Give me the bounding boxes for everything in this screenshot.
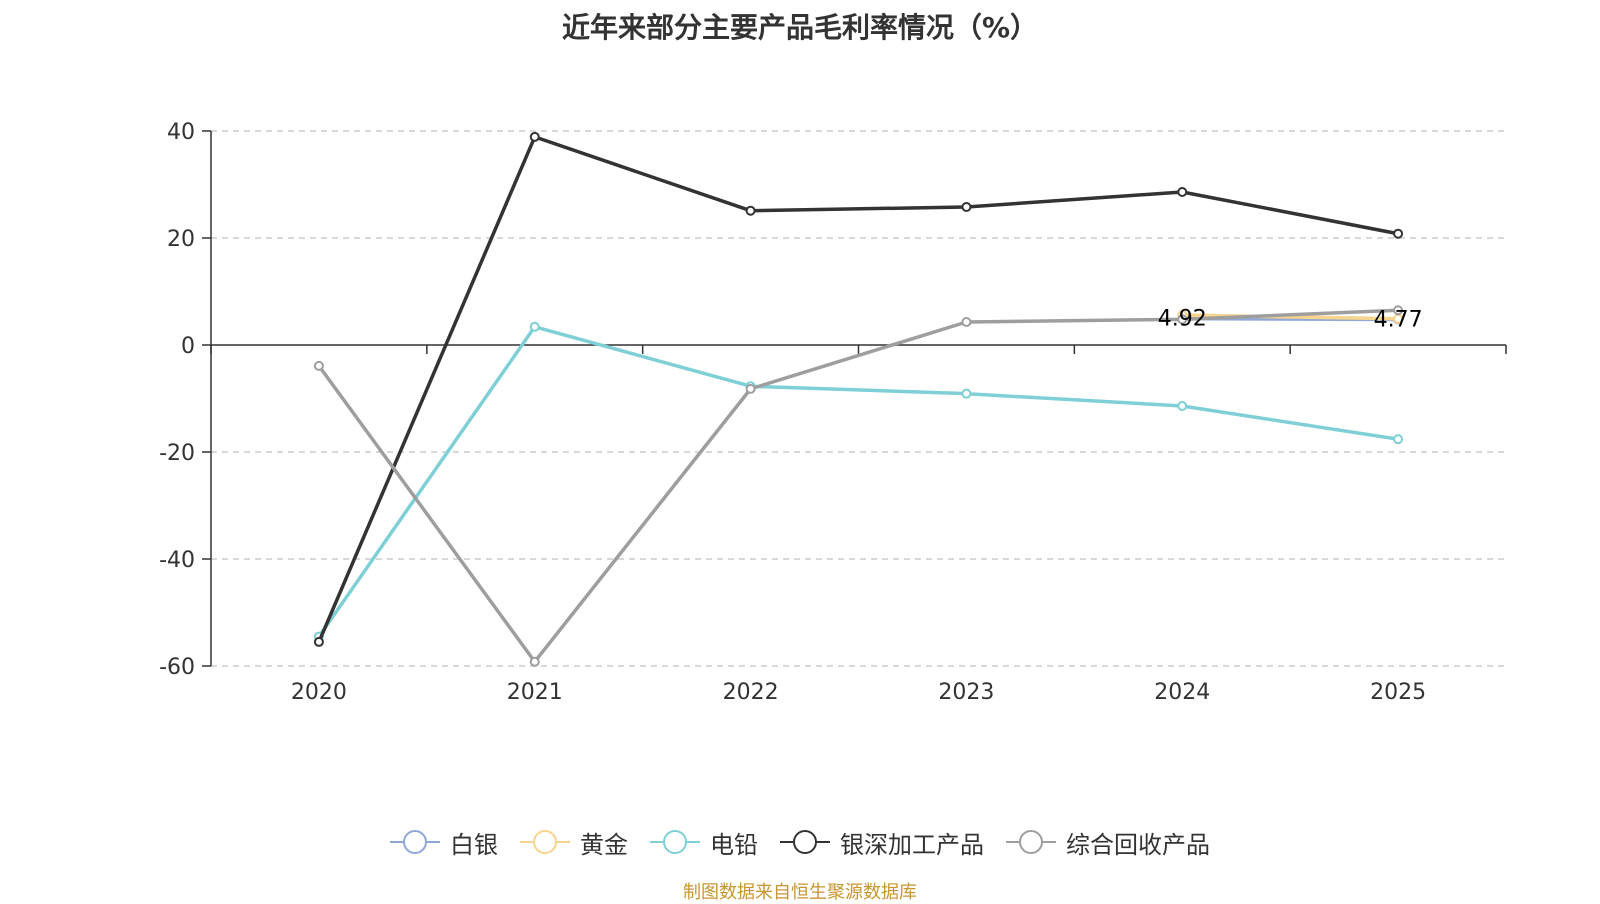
x-tick-label: 2023: [938, 680, 994, 705]
data-label: 4.92: [1158, 307, 1207, 332]
x-tick-label: 2022: [723, 680, 779, 705]
data-point: [1393, 228, 1404, 239]
legend-marker-icon: [520, 830, 570, 854]
x-tick-label: 2025: [1370, 680, 1426, 705]
data-point: [313, 360, 324, 371]
y-tick-label: -60: [159, 655, 195, 680]
y-tick-label: 0: [181, 334, 195, 359]
source-note: 制图数据来自恒生聚源数据库: [683, 882, 917, 903]
legend-item[interactable]: 白银: [390, 825, 498, 860]
legend-label: 电铅: [710, 830, 758, 859]
legend-label: 白银: [450, 830, 498, 859]
legend-item[interactable]: 黄金: [520, 825, 628, 860]
data-point: [1177, 186, 1188, 197]
legend-label: 银深加工产品: [840, 830, 984, 859]
data-point: [1177, 314, 1188, 325]
y-tick-label: 20: [167, 227, 195, 252]
data-point: [961, 201, 972, 212]
series-line: [317, 135, 1399, 643]
x-tick-label: 2024: [1154, 680, 1210, 705]
y-tick-labels: 40 20 0 -20 -40 -60: [159, 120, 195, 680]
series-line: [317, 325, 1399, 638]
data-point: [1393, 434, 1404, 445]
data-point: [961, 316, 972, 327]
series-line: [1182, 313, 1399, 321]
y-tick-label: -40: [159, 548, 195, 573]
legend-item[interactable]: 综合回收产品: [1006, 825, 1210, 860]
data-point: [1393, 305, 1404, 316]
data-labels: 4.92 4.77: [1158, 307, 1423, 333]
series-line: [317, 308, 1399, 664]
x-tick-labels: 2020 2021 2022 2023 2024 2025: [291, 680, 1426, 705]
data-point: [529, 131, 540, 142]
y-tick-label: 40: [167, 120, 195, 145]
y-tick-label: -20: [159, 441, 195, 466]
legend-marker-icon: [1006, 830, 1056, 854]
data-label: 4.77: [1374, 307, 1423, 332]
series-group: [313, 131, 1404, 667]
data-point: [745, 383, 756, 394]
legend-label: 黄金: [580, 830, 628, 859]
data-point: [529, 656, 540, 667]
legend-marker-icon: [650, 830, 700, 854]
x-tick-label: 2021: [507, 680, 563, 705]
grid-lines: [211, 130, 1506, 667]
legend: 白银 黄金 电铅 银深加工产品 综合回收产品: [0, 822, 1600, 862]
axes: [202, 130, 1507, 667]
data-point: [529, 321, 540, 332]
data-point: [1177, 400, 1188, 411]
data-point: [313, 636, 324, 647]
data-point: [745, 205, 756, 216]
legend-marker-icon: [780, 830, 830, 854]
legend-label: 综合回收产品: [1066, 830, 1210, 859]
x-tick-label: 2020: [291, 680, 347, 705]
data-point: [961, 388, 972, 399]
legend-item[interactable]: 银深加工产品: [780, 825, 984, 860]
legend-marker-icon: [390, 830, 440, 854]
chart-title: 近年来部分主要产品毛利率情况（%）: [561, 11, 1039, 44]
legend-item[interactable]: 电铅: [650, 825, 758, 860]
